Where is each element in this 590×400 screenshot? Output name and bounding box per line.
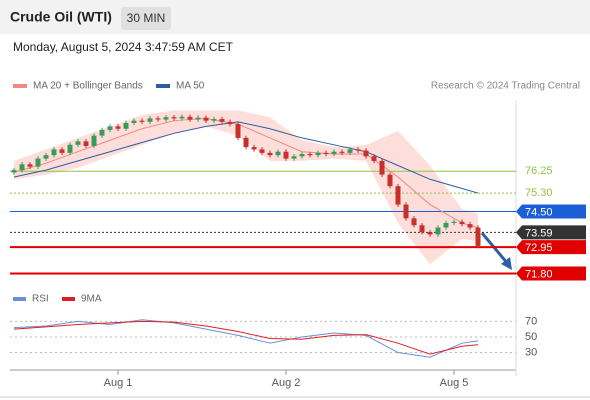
legend-swatch (13, 297, 26, 301)
level-label-box (516, 266, 586, 281)
candle-body (355, 149, 361, 151)
y-tick-label: 70 (525, 315, 537, 327)
candle-body (443, 222, 449, 228)
candle-body (459, 221, 465, 225)
candle-body (59, 149, 65, 153)
candle-body (219, 119, 225, 122)
title: Crude Oil (WTI) (10, 9, 112, 25)
bollinger-band (14, 110, 478, 265)
candle-body (131, 120, 137, 123)
candle-body (51, 149, 57, 156)
candle-body (75, 141, 81, 145)
level-label: 71.80 (525, 268, 553, 280)
candle-body (435, 227, 441, 235)
candle-body (203, 117, 209, 121)
candle-body (395, 186, 401, 205)
candle-body (275, 151, 281, 156)
header-bar (0, 0, 590, 34)
candle-body (27, 164, 33, 167)
y-tick-label: 30 (525, 346, 537, 358)
candle-body (187, 116, 193, 120)
candle-body (315, 152, 321, 156)
y-tick-label: 50 (525, 331, 537, 343)
x-tick-label: Aug 5 (440, 377, 469, 389)
candle-body (139, 120, 145, 122)
level-label-box (516, 204, 586, 219)
candle-body (427, 232, 433, 235)
candle-body (387, 174, 393, 187)
candle-body (291, 156, 297, 159)
legend-swatch (156, 84, 170, 88)
candle-body (123, 122, 129, 129)
candle-body (83, 141, 89, 146)
level-label: 76.25 (525, 165, 553, 177)
candle-body (107, 126, 113, 130)
legend-swatch (62, 297, 75, 301)
interval-badge[interactable] (121, 7, 171, 30)
candle-body (403, 204, 409, 219)
candle-body (467, 224, 473, 228)
candle-body (179, 116, 185, 119)
candle-body (323, 152, 329, 155)
candle-body (91, 135, 97, 146)
source: Research © 2024 Trading Central (431, 81, 580, 92)
legend-label: MA 20 + Bollinger Bands (33, 81, 143, 92)
candle-body (251, 147, 257, 150)
candle-body (451, 221, 457, 223)
legend-label: 9MA (81, 294, 102, 305)
level-label: 72.95 (525, 242, 553, 254)
candle-body (19, 164, 25, 171)
candle-body (11, 170, 17, 173)
interval[interactable]: 30 MIN (127, 11, 166, 25)
candle-body (115, 126, 121, 129)
rsi-line (13, 320, 479, 355)
candle-body (371, 156, 377, 161)
candle-body (235, 124, 241, 138)
candle-body (155, 118, 161, 120)
ma50-line (13, 121, 479, 194)
candle-body (243, 137, 249, 148)
forecast-arrow (480, 232, 510, 265)
legend-label: MA 50 (176, 81, 205, 92)
candle-body (227, 121, 233, 125)
candle-body (267, 152, 273, 156)
candle-body (35, 158, 41, 167)
timestamp: Monday, August 5, 2024 3:47:59 AM CET (13, 40, 234, 54)
level-label-box (516, 240, 586, 255)
candle-body (339, 151, 345, 153)
legend-label: RSI (32, 294, 49, 305)
candle-body (419, 225, 425, 233)
candle-body (379, 160, 385, 175)
candle-body (211, 119, 217, 121)
candle-body (43, 155, 49, 159)
level-label-box (516, 225, 586, 240)
candle-body (411, 218, 417, 226)
candle-body (163, 117, 169, 120)
candle-body (283, 151, 289, 159)
rsi-line (13, 319, 479, 358)
legend-swatch (13, 84, 27, 88)
level-label: 73.59 (525, 227, 553, 239)
candle-body (363, 150, 369, 157)
level-label: 75.30 (525, 187, 553, 199)
candle-body (99, 129, 105, 136)
candle-body (171, 117, 177, 119)
x-tick-label: Aug 1 (104, 377, 133, 389)
forecast-arrow-head (501, 257, 512, 270)
candle-body (67, 144, 73, 153)
x-tick-label: Aug 2 (272, 377, 301, 389)
candle-body (299, 154, 305, 157)
candle-body (195, 117, 201, 120)
candle-body (307, 154, 313, 156)
candle-body (347, 149, 353, 153)
candle-body (259, 149, 265, 153)
candle-body (475, 227, 481, 246)
candle-body (147, 118, 153, 122)
level-label: 74.50 (525, 206, 553, 218)
candle-body (331, 151, 337, 155)
